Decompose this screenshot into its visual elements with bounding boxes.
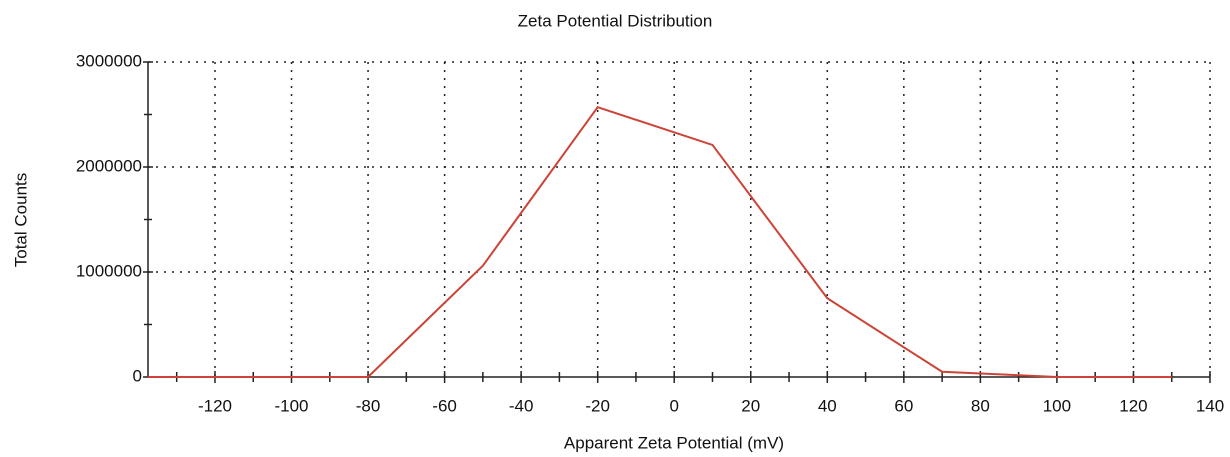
data-line: [148, 105, 1172, 378]
x-tick-label: 100: [1043, 396, 1071, 415]
x-tick-label: 40: [818, 396, 837, 415]
x-tick-label: -80: [356, 396, 381, 415]
x-tick-label: -60: [432, 396, 457, 415]
y-tick-label: 0: [133, 366, 142, 385]
y-tick-label: 1000000: [76, 261, 142, 280]
x-tick-label: -100: [274, 396, 308, 415]
x-tick-label: 20: [741, 396, 760, 415]
y-axis-label: Total Counts: [11, 173, 30, 268]
x-tick-label: 0: [669, 396, 678, 415]
y-tick-label: 3000000: [76, 51, 142, 70]
x-tick-label: -40: [509, 396, 534, 415]
x-tick-label: 120: [1119, 396, 1147, 415]
chart-title: Zeta Potential Distribution: [518, 11, 713, 30]
x-tick-label: -120: [198, 396, 232, 415]
x-tick-label: -20: [585, 396, 610, 415]
x-axis-label: Apparent Zeta Potential (mV): [564, 433, 784, 452]
x-tick-label: 60: [894, 396, 913, 415]
y-tick-label: 2000000: [76, 156, 142, 175]
x-tick-label: 140: [1196, 396, 1224, 415]
x-tick-label: 80: [971, 396, 990, 415]
